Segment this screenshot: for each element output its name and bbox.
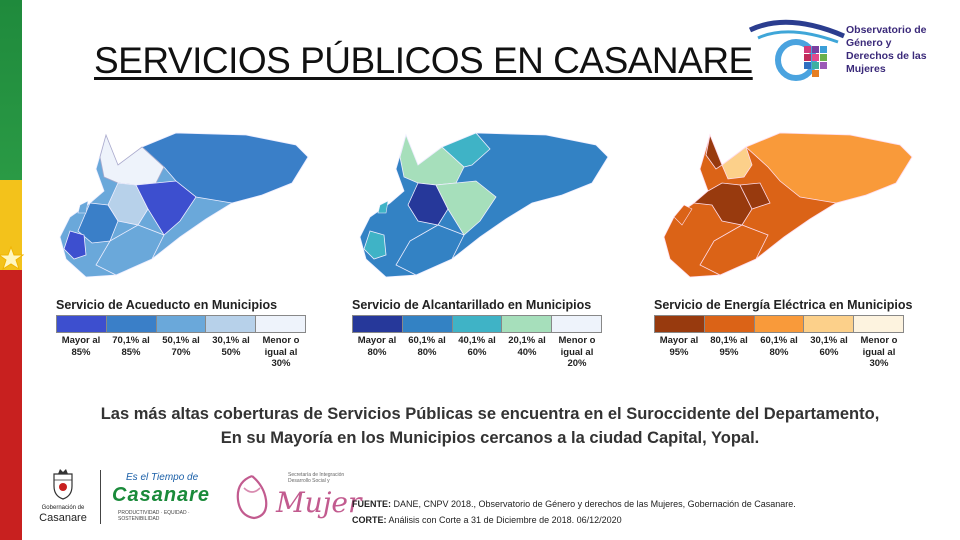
source-notes: FUENTE: DANE, CNPV 2018., Observatorio d…: [352, 496, 796, 528]
map-alcantarillado: [356, 125, 612, 295]
source-line: FUENTE: DANE, CNPV 2018., Observatorio d…: [352, 496, 796, 512]
legend-label: Mayor al 80%: [357, 335, 397, 358]
observatorio-line3: Derechos de las: [846, 50, 927, 62]
legend-swatch: [106, 316, 157, 332]
legend-label: 60,1% al 80%: [408, 335, 446, 358]
gobernacion-big: Casanare: [39, 512, 87, 524]
mujer-logo: Secretaría de Integración Desarrollo Soc…: [232, 472, 361, 524]
footer-logos: Gobernación de Casanare Es el Tiempo de …: [28, 468, 361, 528]
casanare-map-energia: [663, 132, 913, 278]
corte-label: CORTE:: [352, 515, 387, 525]
source-label: FUENTE:: [352, 499, 391, 509]
legend-acueducto: Servicio de Acueducto en Municipios Mayo…: [56, 298, 306, 370]
mujer-emblem-icon: [236, 474, 268, 520]
summary-text: Las más altas coberturas de Servicios Pú…: [60, 402, 920, 450]
legend-label: Mayor al 95%: [659, 335, 699, 358]
legend-swatches-acueducto: [56, 315, 306, 333]
casanare-map-alcantarillado: [359, 132, 609, 278]
observatorio-line4: Mujeres: [846, 63, 886, 75]
legend-swatches-energia: [654, 315, 904, 333]
legend-label: 30,1% al 60%: [810, 335, 848, 358]
map-acueducto: [56, 125, 312, 295]
flag-band-green: [0, 0, 22, 180]
tiempo-line2: Casanare: [112, 484, 211, 506]
legend-label: 50,1% al 70%: [162, 335, 200, 358]
legend-swatch: [704, 316, 755, 332]
legend-label: 60,1% al 80%: [760, 335, 798, 358]
corte-line: CORTE: Análisis con Corte a 31 de Diciem…: [352, 512, 796, 528]
tiempo-line3: PRODUCTIVIDAD · EQUIDAD · SOSTENIBILIDAD: [118, 510, 190, 522]
footer-divider: [100, 470, 101, 524]
tiempo-logo: Es el Tiempo de Casanare PRODUCTIVIDAD ·…: [112, 472, 222, 522]
source-text: DANE, CNPV 2018., Observatorio de Género…: [393, 499, 796, 509]
gobernacion-logo: Gobernación de Casanare: [28, 468, 98, 526]
legend-label: 40,1% al 60%: [458, 335, 496, 358]
legend-swatch: [402, 316, 453, 332]
legend-swatch: [256, 316, 305, 332]
legend-swatch: [206, 316, 257, 332]
crest-icon: [53, 469, 73, 500]
summary-line-2: En su Mayoría en los Municipios cercanos…: [220, 429, 760, 447]
observatorio-line1: Observatorio de: [846, 24, 927, 36]
legend-title-acueducto: Servicio de Acueducto en Municipios: [56, 298, 278, 312]
legend-swatch: [655, 316, 705, 332]
legend-title-energia: Servicio de Energía Eléctrica en Municip…: [654, 298, 913, 312]
legend-swatch: [854, 316, 903, 332]
observatorio-logo: Observatorio de Género y Derechos de las…: [748, 16, 948, 86]
legend-label: Menor o igual al 30%: [262, 335, 300, 369]
legend-label: 30,1% al 50%: [212, 335, 250, 358]
corte-text: Análisis con Corte a 31 de Diciembre de …: [388, 515, 622, 525]
legend-label: 80,1% al 95%: [710, 335, 748, 358]
legend-title-alcantarillado: Servicio de Alcantarillado en Municipios: [352, 298, 592, 312]
legend-swatch: [353, 316, 403, 332]
summary-line-1: Las más altas coberturas de Servicios Pú…: [100, 405, 880, 423]
legend-swatch: [754, 316, 805, 332]
gobernacion-small: Gobernación de: [41, 505, 85, 511]
legend-swatch: [57, 316, 107, 332]
casanare-map-acueducto: [59, 132, 309, 278]
legend-energia: Servicio de Energía Eléctrica en Municip…: [654, 298, 913, 370]
legend-swatch: [156, 316, 207, 332]
legend-swatch: [552, 316, 601, 332]
map-energia: [660, 125, 916, 295]
legend-swatch: [804, 316, 855, 332]
observatorio-line2: Género y: [846, 37, 892, 49]
mujer-line1: Secretaría de Integración Desarrollo Soc…: [288, 472, 345, 484]
legend-label: Menor o igual al 30%: [860, 335, 898, 369]
flag-band-yellow: [0, 180, 22, 270]
observatorio-emblem-icon: [748, 19, 845, 81]
legend-label: Menor o igual al 20%: [558, 335, 596, 369]
legend-swatches-alcantarillado: [352, 315, 602, 333]
star-icon: [0, 246, 24, 271]
legend-label: 70,1% al 85%: [112, 335, 150, 358]
slide-title: SERVICIOS PÚBLICOS EN CASANARE: [94, 40, 753, 81]
legend-swatch: [502, 316, 553, 332]
legend-label: 20,1% al 40%: [508, 335, 546, 358]
legend-swatch: [452, 316, 503, 332]
tiempo-line1: Es el Tiempo de: [126, 472, 199, 483]
flag-band-red: [0, 270, 22, 540]
mujer-line2: Mujer: [276, 486, 362, 519]
legend-label: Mayor al 85%: [61, 335, 101, 358]
legend-alcantarillado: Servicio de Alcantarillado en Municipios…: [352, 298, 602, 370]
